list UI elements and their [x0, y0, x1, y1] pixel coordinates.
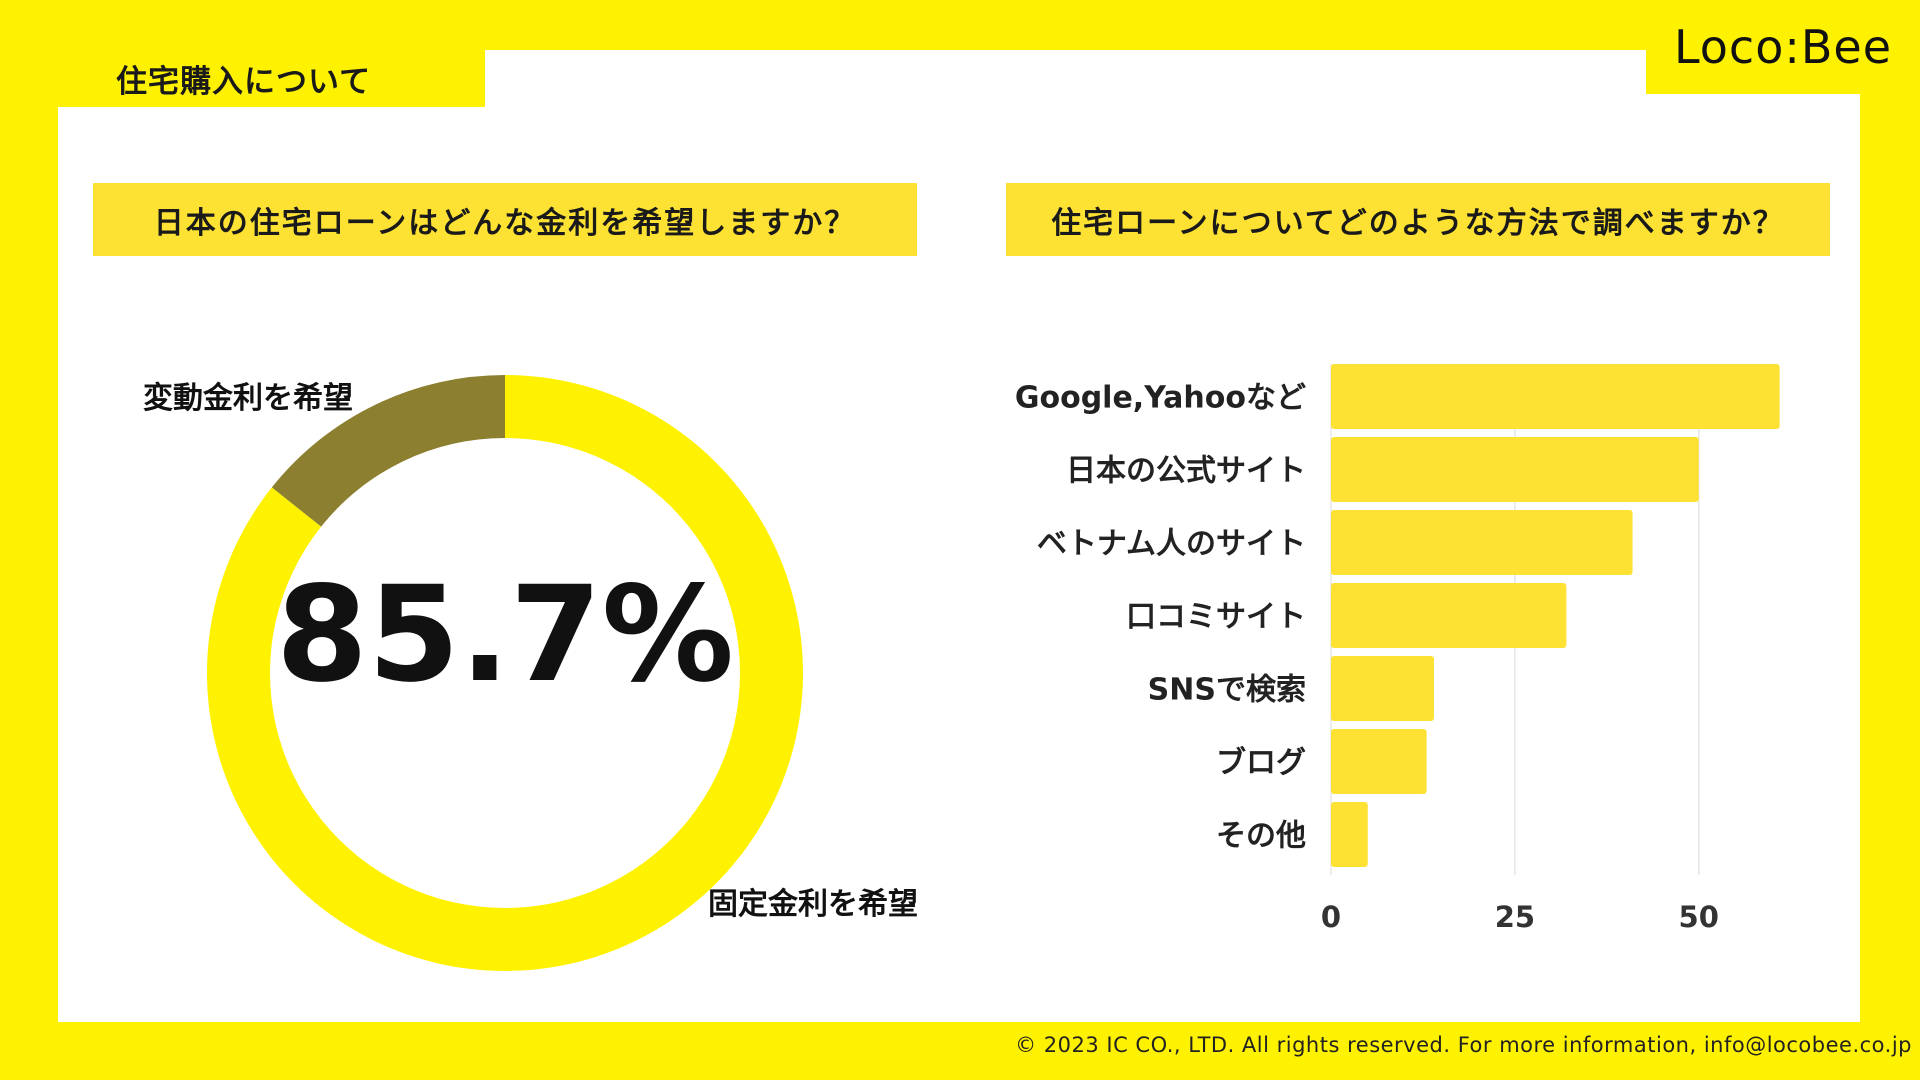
bar-category-label: 日本の公式サイト — [1066, 454, 1306, 489]
bar — [1331, 729, 1427, 794]
page-title-tab: 住宅購入について — [58, 50, 485, 107]
x-tick-label: 25 — [1495, 900, 1535, 934]
bar — [1331, 364, 1780, 429]
bar — [1331, 802, 1368, 867]
donut-center-value: 85.7% — [276, 558, 734, 712]
bar-category-label: SNSで検索 — [1148, 673, 1306, 708]
logo: Loco:Bee — [1646, 0, 1920, 94]
bar — [1331, 510, 1633, 575]
donut-chart: 85.7% 固定金利を希望 変動金利を希望 — [143, 375, 918, 972]
bar — [1331, 583, 1567, 648]
bar-category-label: ベトナム人のサイト — [1037, 527, 1306, 562]
donut-question-box: 日本の住宅ローンはどんな金利を希望しますか？ — [93, 183, 917, 256]
bar-category-label: Google,Yahooなど — [1015, 381, 1306, 416]
donut-label-fixed: 固定金利を希望 — [708, 887, 918, 922]
donut-chart-title: 日本の住宅ローンはどんな金利を希望しますか？ — [153, 205, 857, 241]
x-tick-label: 50 — [1679, 900, 1719, 934]
bar — [1331, 437, 1699, 502]
x-tick-label: 0 — [1321, 900, 1341, 934]
logo-text: Loco:Bee — [1673, 20, 1893, 74]
bar-chart-title: 住宅ローンについてどのような方法で調べますか？ — [1051, 205, 1785, 241]
bar-question-box: 住宅ローンについてどのような方法で調べますか？ — [1006, 183, 1830, 256]
page-title: 住宅購入について — [116, 64, 372, 100]
bar-category-label: ブログ — [1216, 746, 1306, 781]
bar-category-label: 口コミサイト — [1126, 600, 1306, 635]
footer-copyright: © 2023 IC CO., LTD. All rights reserved.… — [1015, 1033, 1912, 1057]
bar-category-label: その他 — [1216, 819, 1306, 854]
donut-label-variable: 変動金利を希望 — [143, 381, 353, 416]
bar — [1331, 656, 1434, 721]
donut-slice-variable — [271, 375, 505, 527]
